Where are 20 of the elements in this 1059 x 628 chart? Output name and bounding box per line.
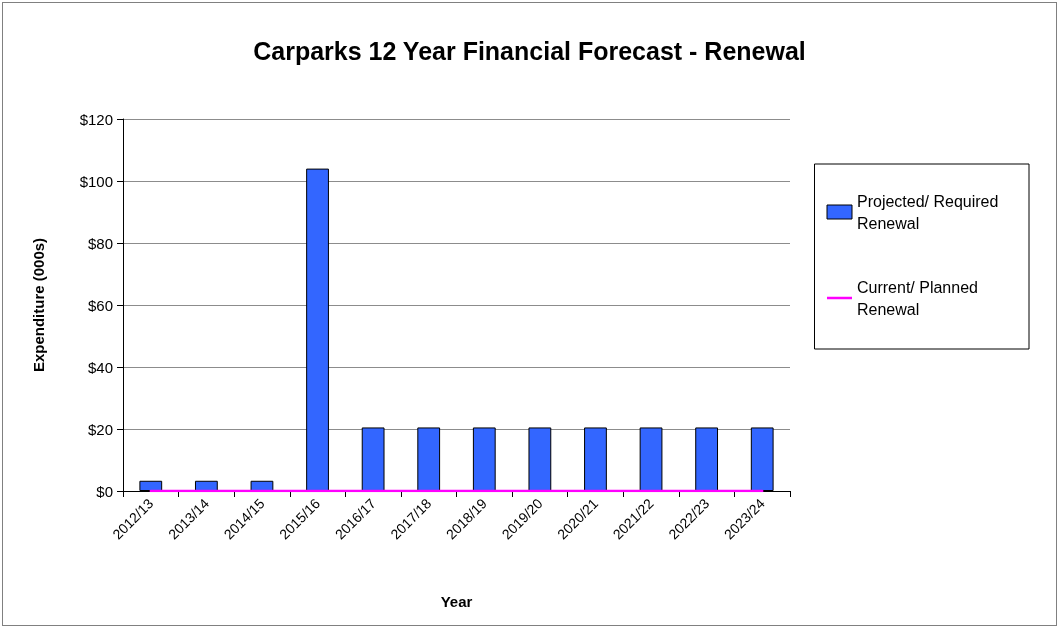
y-tick-label: $80 bbox=[87, 234, 113, 252]
bar bbox=[361, 427, 385, 491]
y-axis-title: Expenditure (000s) bbox=[30, 237, 47, 373]
y-tick-label: $20 bbox=[87, 420, 113, 438]
y-tick-label: $40 bbox=[87, 358, 113, 376]
x-axis-title: Year bbox=[440, 593, 473, 610]
bar bbox=[695, 427, 719, 491]
y-tick-label: $100 bbox=[79, 172, 113, 190]
bar bbox=[472, 427, 496, 491]
legend-label: Current/ Planned Renewal bbox=[857, 278, 983, 318]
bar bbox=[306, 168, 329, 491]
bar bbox=[584, 427, 607, 491]
bar bbox=[417, 427, 441, 491]
chart-title: Carparks 12 Year Financial Forecast - Renewal bbox=[253, 36, 806, 65]
y-tick-label: $60 bbox=[87, 296, 113, 314]
bar bbox=[528, 427, 552, 491]
legend-label: Projected/ Required Renewal bbox=[857, 192, 1003, 232]
y-tick-label: $120 bbox=[79, 110, 113, 128]
bar bbox=[639, 427, 663, 491]
y-tick-label: $0 bbox=[96, 482, 113, 500]
